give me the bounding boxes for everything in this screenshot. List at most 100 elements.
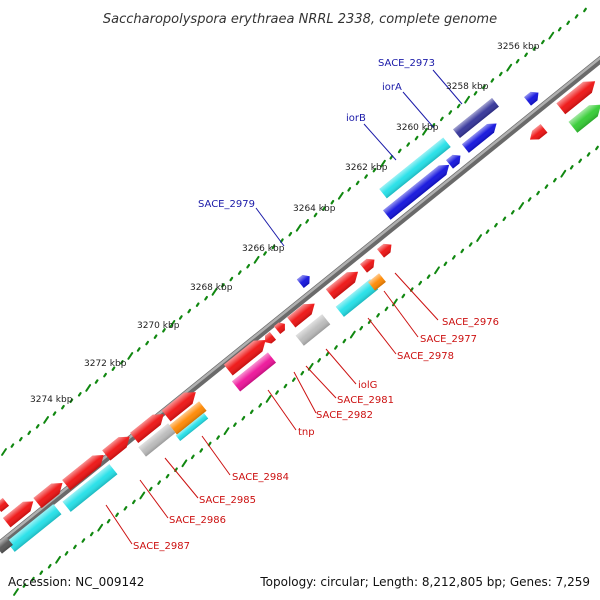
tick-mark [476, 234, 483, 242]
feature-sace-2986 [62, 464, 118, 512]
leader-sace-2987 [105, 504, 133, 545]
tick-mark [566, 20, 571, 26]
feature-red-e [161, 392, 196, 422]
feature-sace-2976 [335, 279, 379, 317]
feature-iorB [379, 137, 451, 199]
tick-mark [422, 127, 428, 136]
gene-label: SACE_2978 [397, 351, 454, 362]
feature-red-j [2, 501, 34, 528]
gene-label: SACE_2977 [420, 334, 477, 345]
feature-iorA [461, 123, 497, 153]
tick-mark [115, 512, 119, 518]
tick-mark [27, 430, 32, 436]
tick-mark [30, 576, 35, 582]
tick-mark [253, 255, 260, 264]
tick-mark [506, 63, 513, 72]
feature-red-d [223, 339, 266, 376]
kbp-labels: 3256 kbp 3258 kbp 3260 kbp 3262 kbp 3264 kbp… [30, 42, 540, 405]
gene-label: iolG [358, 380, 377, 391]
feature-iolG [295, 314, 331, 346]
feature-sace-2981 [273, 322, 285, 335]
tick-mark [111, 366, 116, 371]
tick-mark [342, 338, 347, 344]
tick-mark [515, 58, 520, 64]
tick-mark [485, 229, 490, 234]
leader-tnp [267, 389, 297, 431]
kbp-label: 3256 kbp [497, 42, 540, 52]
tick-mark [586, 152, 591, 157]
tick-mark [94, 379, 99, 384]
tick-mark [300, 370, 305, 376]
tick-mark [560, 169, 567, 178]
tick-mark [132, 499, 136, 505]
tick-mark [123, 506, 128, 511]
leader-sace-2977 [383, 290, 419, 338]
feature-red-h [62, 454, 104, 491]
feature-sace-2982 [265, 331, 277, 344]
tick-mark [279, 238, 284, 243]
leader-iolG [325, 348, 357, 385]
tick-mark [216, 435, 220, 440]
tick-mark [372, 167, 377, 173]
tick-mark [77, 392, 82, 397]
inner-tick-track [13, 145, 599, 596]
tick-mark [275, 390, 279, 395]
feature-tnp [232, 352, 276, 392]
tick-mark [376, 313, 380, 318]
gene-label: SACE_2979 [198, 199, 255, 210]
tick-mark [207, 441, 212, 447]
tick-mark [69, 398, 74, 404]
gene-label: SACE_2987 [133, 541, 190, 552]
tick-mark [55, 555, 62, 564]
leader-sace-2981 [305, 365, 337, 399]
tick-mark [241, 415, 246, 421]
tick-mark [451, 255, 456, 260]
tick-mark [334, 345, 338, 350]
tick-mark [355, 180, 360, 186]
tick-mark [263, 251, 267, 256]
tick-mark [536, 190, 540, 196]
gene-label: SACE_2976 [442, 317, 499, 328]
leader-sace-2979 [255, 207, 285, 247]
gene-label: SACE_2973 [378, 58, 435, 69]
feature-blue-far [524, 91, 539, 106]
leader-sace-2982 [293, 371, 317, 414]
tick-mark [89, 531, 94, 537]
tick-mark [181, 459, 188, 468]
tick-mark [136, 347, 141, 352]
tick-mark [305, 219, 310, 224]
tick-mark [97, 523, 104, 532]
tick-mark [190, 454, 195, 460]
feature-small-blue [446, 154, 461, 169]
tick-mark [283, 383, 288, 389]
leader-sace-2985 [164, 457, 199, 499]
gene-label: iorB [346, 113, 366, 124]
tick-mark [347, 187, 352, 192]
tick-mark [204, 295, 208, 301]
feature-red-i [33, 482, 63, 509]
tick-mark [434, 266, 440, 275]
tick-mark [569, 165, 574, 170]
tick-mark [22, 583, 27, 588]
gene-label: iorA [382, 82, 402, 93]
gene-labels: SACE_2973 iorA iorB SACE_2979 SACE_2976 SACE_… [133, 58, 499, 552]
feature-sace-2984 [169, 401, 207, 435]
tick-mark [468, 242, 473, 247]
tick-mark [153, 334, 158, 339]
leader-iorA [402, 91, 435, 129]
tick-mark [443, 261, 448, 267]
tick-mark [473, 91, 478, 96]
feature-red-edge [556, 81, 596, 115]
tick-mark [307, 362, 314, 371]
tick-mark [1, 448, 7, 456]
feature-red-edge-left [0, 497, 10, 513]
tick-mark [246, 263, 251, 269]
tick-mark [574, 14, 579, 19]
tick-mark [195, 302, 200, 307]
kbp-label: 3268 kbp [190, 283, 233, 293]
tick-mark [325, 351, 330, 357]
kbp-label: 3260 kbp [396, 123, 439, 133]
gene-label: SACE_2986 [169, 515, 226, 526]
tick-mark [291, 377, 296, 382]
feature-sace-2977 [368, 273, 386, 291]
